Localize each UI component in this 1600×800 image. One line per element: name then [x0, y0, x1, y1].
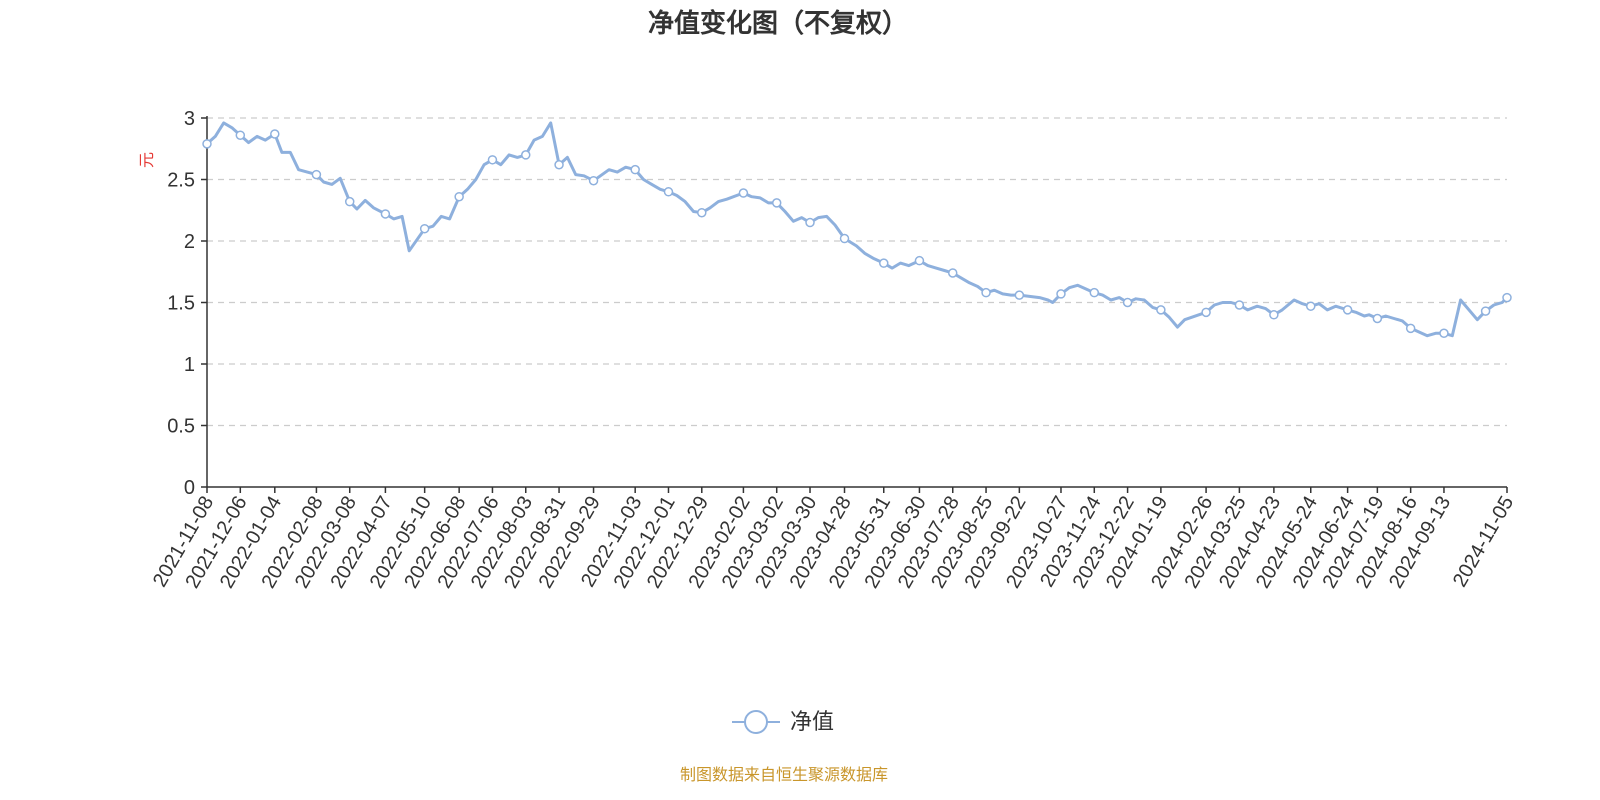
- y-tick-label: 1.5: [167, 293, 195, 315]
- y-tick-labels: 0 0.5 1 1.5 2 2.5 3: [167, 108, 195, 499]
- data-point: [521, 150, 531, 160]
- y-tick-label: 0: [184, 477, 195, 499]
- data-point: [771, 198, 782, 208]
- series-nav: [202, 121, 1512, 338]
- legend[interactable]: 净值: [732, 710, 834, 735]
- data-point: [487, 155, 498, 165]
- data-point: [981, 287, 991, 298]
- data-point: [630, 164, 640, 175]
- legend-label: 净值: [790, 710, 834, 735]
- data-point: [344, 196, 355, 207]
- y-tick-label: 2: [184, 231, 195, 253]
- data-point: [419, 223, 430, 234]
- data-point: [697, 207, 707, 218]
- data-point: [235, 130, 246, 140]
- data-point: [454, 191, 464, 202]
- data-point: [663, 187, 674, 197]
- data-point: [1014, 290, 1025, 300]
- y-axis-label: 元: [137, 152, 156, 168]
- data-point: [1234, 300, 1245, 310]
- data-point: [380, 209, 391, 219]
- data-point: [1089, 287, 1100, 298]
- y-tick-label: 2.5: [167, 170, 195, 192]
- axes: [201, 116, 1508, 493]
- chart-title: 净值变化图（不复权）: [648, 8, 908, 39]
- data-point: [1269, 310, 1279, 320]
- data-point: [947, 268, 958, 278]
- data-point: [1372, 313, 1383, 324]
- data-point: [1405, 323, 1416, 334]
- data-point: [839, 233, 850, 244]
- data-point: [1306, 301, 1316, 311]
- data-point: [1502, 292, 1512, 303]
- y-tick-label: 0.5: [167, 416, 195, 438]
- data-point: [1201, 307, 1211, 318]
- data-point: [1156, 305, 1166, 315]
- data-point: [554, 159, 564, 170]
- x-tick-label: 2024-11-05: [1449, 493, 1518, 591]
- x-tick-labels: 2021-11-082021-12-062022-01-042022-02-08…: [149, 493, 1518, 593]
- y-tick-label: 3: [184, 108, 195, 130]
- data-point: [311, 169, 322, 180]
- y-tick-label: 1: [184, 354, 195, 376]
- data-point: [879, 258, 889, 268]
- data-point: [1480, 306, 1491, 316]
- data-point: [202, 139, 212, 149]
- data-point: [1056, 289, 1066, 299]
- data-point: [805, 217, 815, 228]
- data-point: [270, 129, 280, 139]
- source-note: 制图数据来自恒生聚源数据库: [680, 765, 888, 784]
- grid-lines: [207, 117, 1507, 427]
- legend-marker-icon: [744, 710, 768, 734]
- data-point: [1439, 328, 1449, 338]
- data-point: [1342, 305, 1353, 315]
- data-point: [588, 175, 599, 186]
- data-point: [1122, 297, 1133, 308]
- data-point: [914, 255, 925, 266]
- data-point: [738, 188, 749, 198]
